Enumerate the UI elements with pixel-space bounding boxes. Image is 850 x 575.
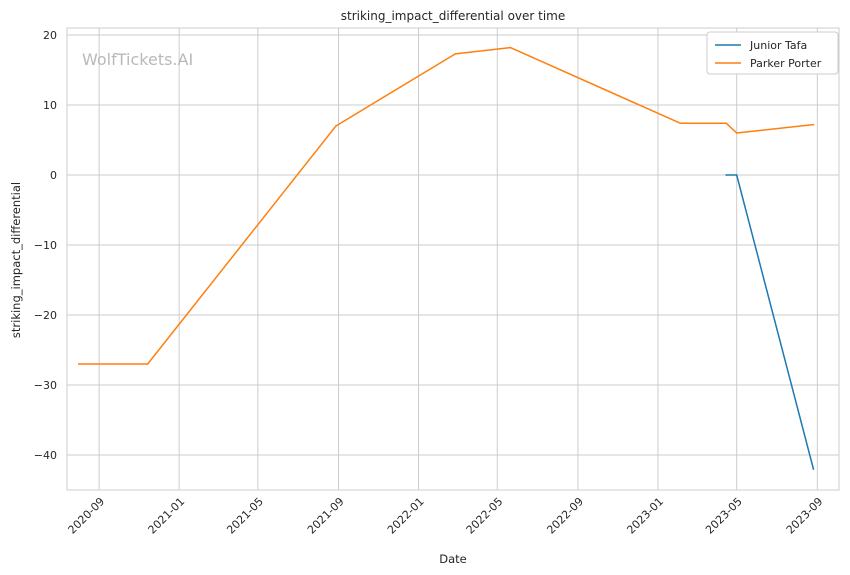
y-tick-label: 10 xyxy=(43,99,57,112)
series-layer xyxy=(78,46,815,470)
y-tick-label: 20 xyxy=(43,29,57,42)
data-point-parker-porter xyxy=(509,46,512,49)
data-point-junior-tafa xyxy=(725,174,727,176)
data-point-parker-porter xyxy=(78,363,80,365)
data-point-parker-porter xyxy=(735,132,738,134)
plot-frame xyxy=(66,27,840,491)
data-point-parker-porter xyxy=(146,363,149,365)
data-point-parker-porter xyxy=(725,122,727,124)
data-point-junior-tafa xyxy=(735,174,738,176)
legend: Junior Tafa Parker Porter xyxy=(706,31,839,75)
y-tick-label: 0 xyxy=(50,169,57,182)
x-axis-title: Date xyxy=(439,552,467,566)
legend-label-parker-porter: Parker Porter xyxy=(750,57,822,70)
chart-title: striking_impact_differential over time xyxy=(341,9,566,23)
data-point-junior-tafa xyxy=(812,468,815,470)
data-point-parker-porter xyxy=(679,122,682,124)
data-point-parker-porter xyxy=(454,53,457,55)
y-tick-label: −40 xyxy=(34,449,57,462)
data-point-parker-porter xyxy=(335,125,337,127)
legend-label-junior-tafa: Junior Tafa xyxy=(749,39,807,52)
data-point-parker-porter xyxy=(812,123,815,126)
y-axis-title: striking_impact_differential xyxy=(9,182,23,338)
y-tick-label: −20 xyxy=(34,309,57,322)
grid-layer xyxy=(67,28,839,490)
y-tick-label: −30 xyxy=(34,379,57,392)
watermark-text: WolfTickets.AI xyxy=(82,50,193,69)
y-tick-label: −10 xyxy=(34,239,57,252)
